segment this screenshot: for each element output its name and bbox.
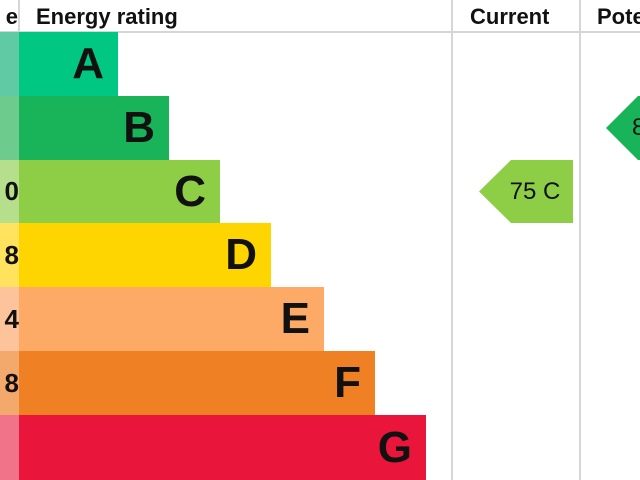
- column-divider: [451, 0, 453, 480]
- band-bar-f: F: [19, 351, 375, 415]
- score-range-b: [0, 96, 19, 160]
- score-range-e: 4: [0, 287, 19, 351]
- band-bar-b: B: [19, 96, 169, 160]
- header-potential: Pote: [597, 4, 640, 29]
- header-energy-rating: Energy rating: [36, 4, 178, 29]
- score-range-f: 8: [0, 351, 19, 415]
- band-bar-d: D: [19, 223, 271, 287]
- header-divider: [0, 31, 640, 33]
- score-range-c: 0: [0, 160, 19, 223]
- current-rating-arrow: 75 C: [479, 160, 573, 223]
- score-range-a: [0, 32, 19, 96]
- header-score: e: [5, 4, 18, 29]
- band-bar-e: E: [19, 287, 324, 351]
- column-divider: [579, 0, 581, 480]
- score-range-g: [0, 415, 19, 480]
- score-range-d: 8: [0, 223, 19, 287]
- band-bar-c: C: [19, 160, 220, 223]
- header-current: Current: [470, 4, 550, 29]
- current-rating-label: 75 C: [509, 177, 561, 205]
- potential-rating-label: 8: [632, 114, 640, 141]
- band-bar-a: A: [19, 32, 118, 96]
- band-bar-g: G: [19, 415, 426, 480]
- potential-rating-arrow: 8: [606, 96, 640, 160]
